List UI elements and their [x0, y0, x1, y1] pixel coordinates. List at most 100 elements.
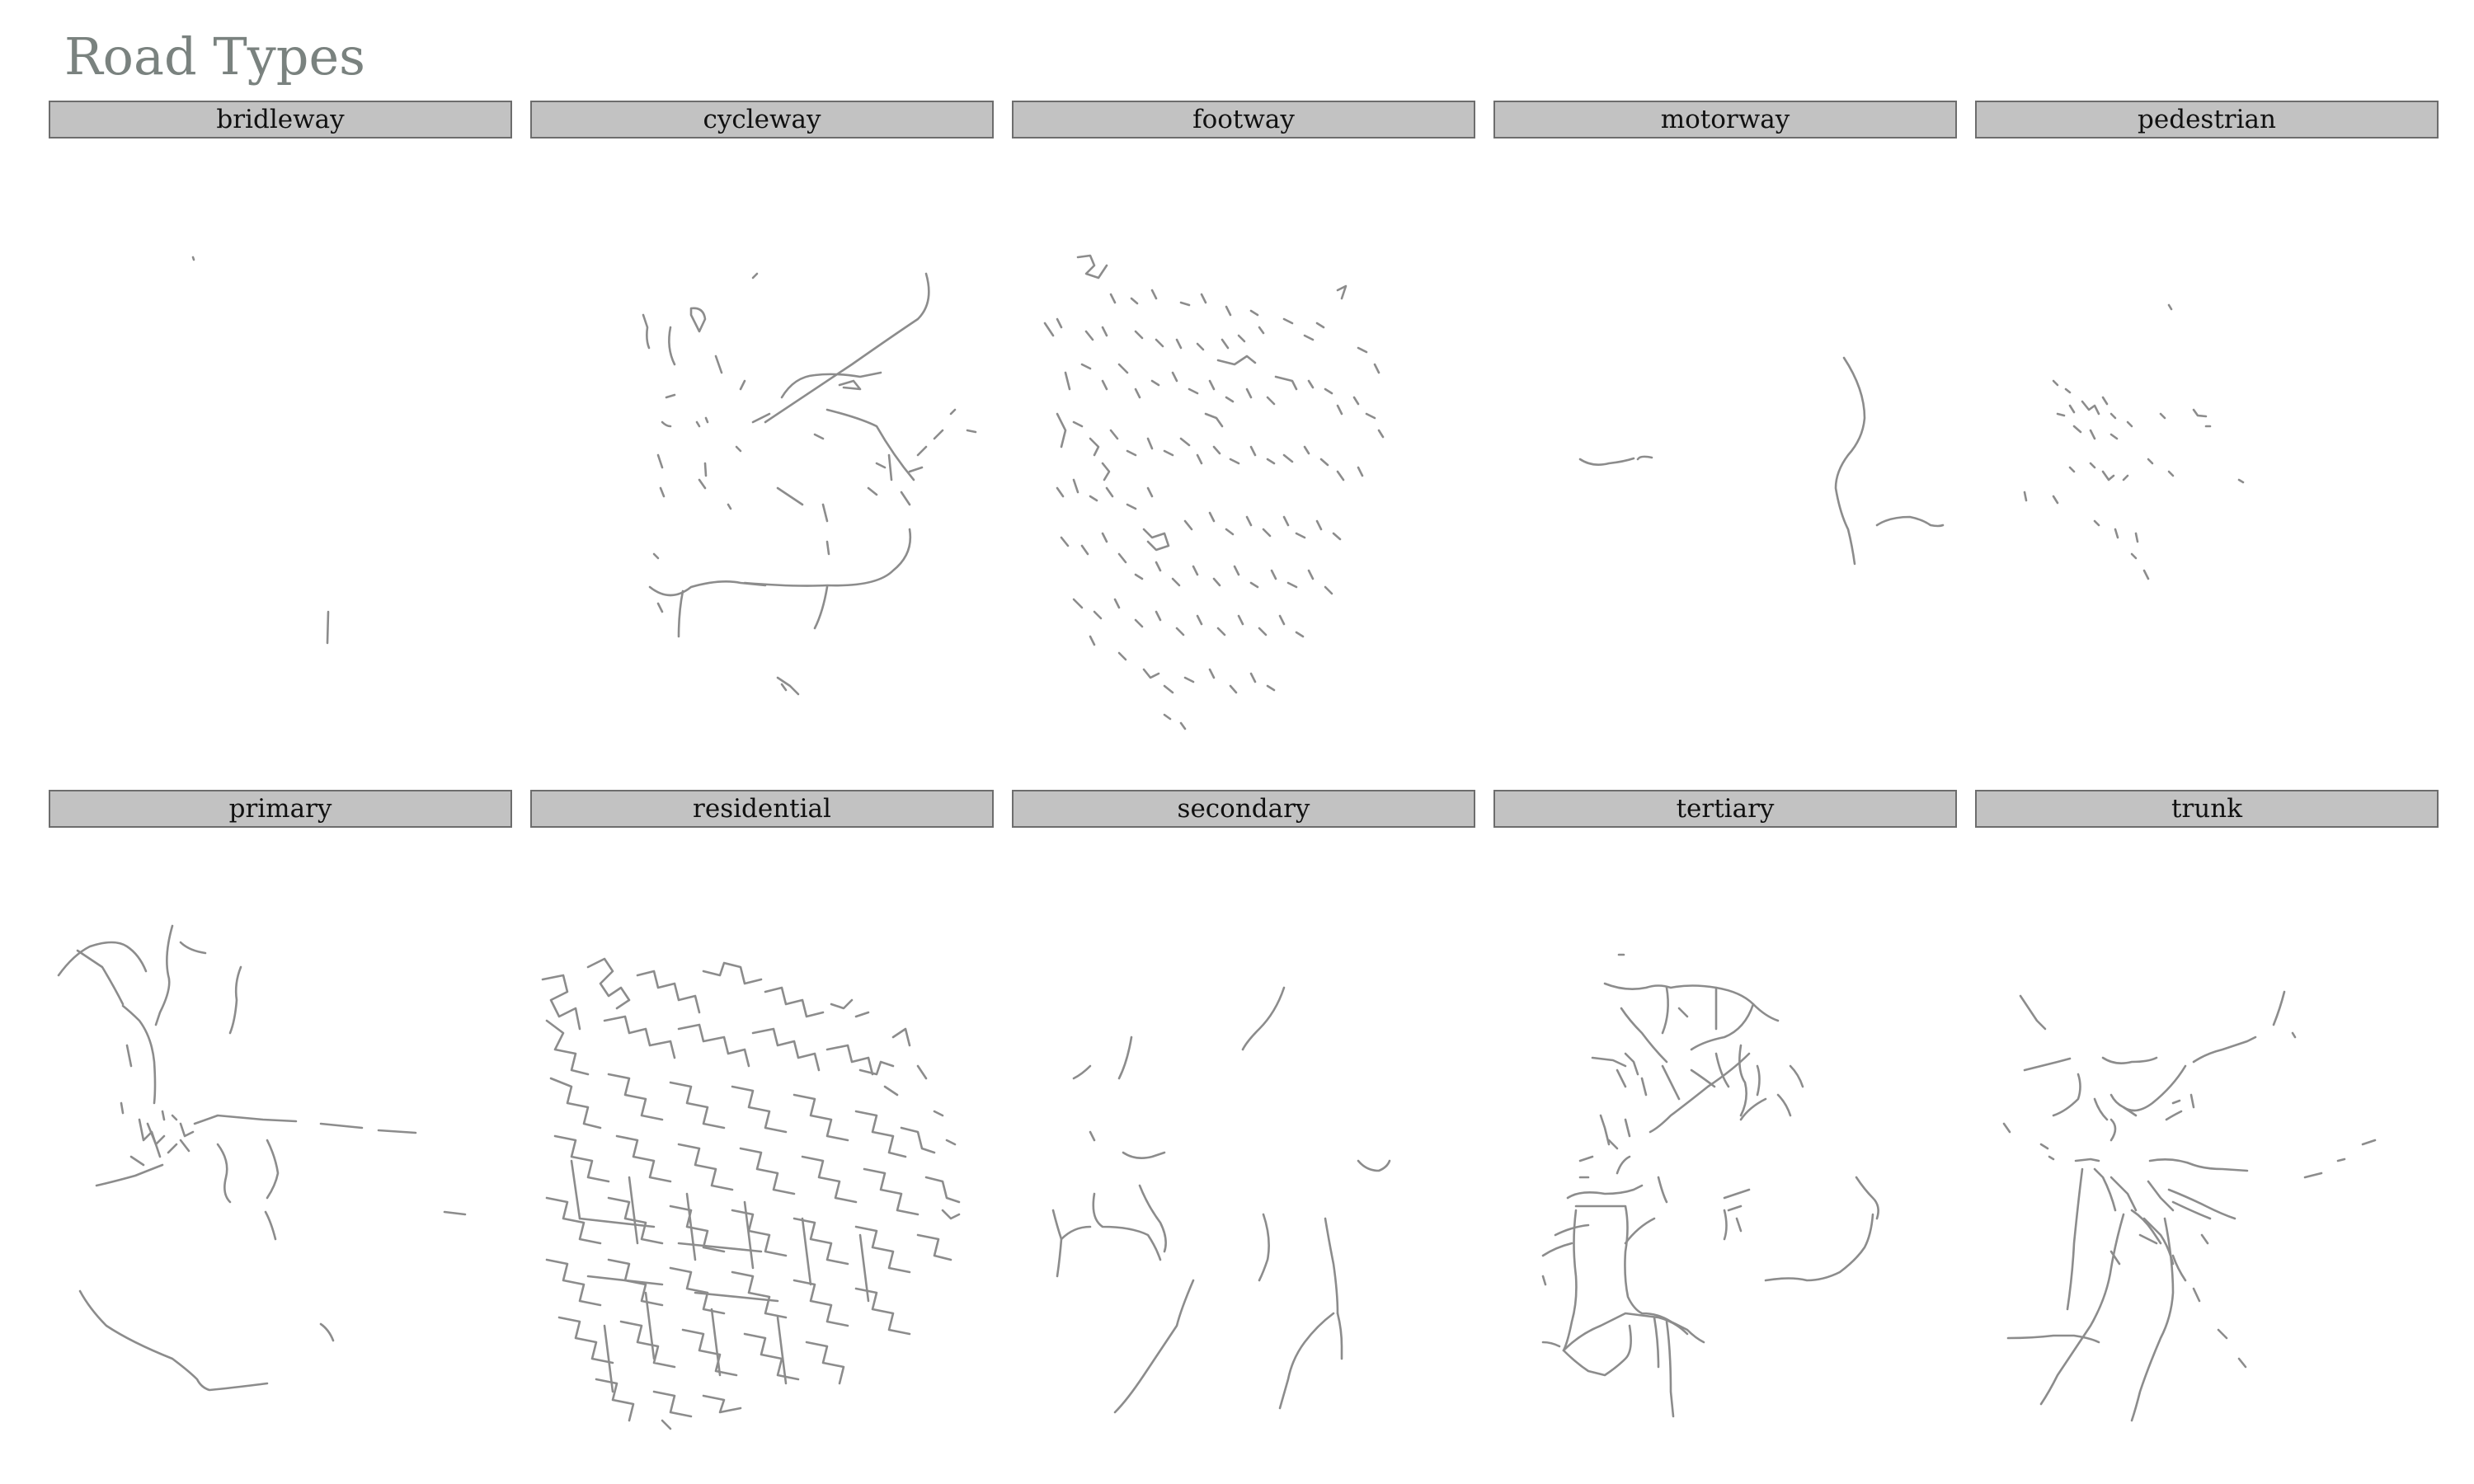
- road-segment: [2237, 478, 2245, 484]
- road-segment: [319, 1322, 335, 1342]
- road-segment: [545, 1019, 590, 1076]
- road-segment: [1336, 284, 1348, 300]
- road-segment: [76, 949, 125, 1006]
- road-segment: [179, 1122, 195, 1138]
- road-segment: [2109, 420, 2133, 440]
- map-panel-footway: [1012, 142, 1477, 752]
- road-segment: [731, 1209, 788, 1257]
- road-segment: [2074, 1158, 2100, 1162]
- road-segment: [553, 1134, 610, 1183]
- road-segment: [1690, 1003, 1755, 1051]
- road-segment: [1789, 1064, 1804, 1088]
- road-segment: [1554, 1223, 1590, 1237]
- road-segment: [2066, 1167, 2084, 1311]
- road-segment: [2101, 1056, 2158, 1064]
- road-segment: [916, 1233, 952, 1261]
- road-segment: [120, 1101, 125, 1115]
- road-segment: [924, 1176, 961, 1204]
- road-segment: [2165, 1110, 2183, 1121]
- road-segment: [1616, 1155, 1631, 1175]
- road-segment: [1591, 1056, 1627, 1068]
- road-segment: [1278, 1312, 1335, 1410]
- road-segment: [2192, 1287, 2201, 1303]
- road-segment: [578, 1217, 779, 1303]
- road-segment: [1196, 614, 1244, 636]
- road-segment: [541, 974, 581, 1031]
- road-segment: [57, 941, 148, 977]
- road-segment: [1661, 1064, 1681, 1101]
- road-segment: [154, 924, 174, 1026]
- road-segment: [2171, 1200, 2212, 1220]
- road-segment: [95, 1163, 164, 1187]
- map-panel-cycleway: [530, 142, 995, 752]
- road-segment: [2114, 528, 2119, 539]
- road-segment: [739, 379, 746, 391]
- road-segment: [1117, 1036, 1133, 1080]
- road-segment: [1056, 478, 1098, 502]
- road-segment: [677, 1143, 734, 1191]
- road-segment: [1233, 565, 1277, 589]
- road-segment: [1175, 338, 1205, 351]
- road-segment: [652, 1390, 693, 1418]
- page-title: Road Types: [64, 26, 365, 87]
- road-segment: [129, 1155, 145, 1167]
- road-segment: [656, 453, 664, 469]
- road-segment: [669, 1081, 726, 1129]
- road-map-pedestrian: [2023, 303, 2245, 580]
- road-segment: [1636, 455, 1653, 461]
- road-segment: [2109, 1176, 2138, 1212]
- road-segment: [780, 371, 882, 399]
- road-segment: [1258, 1213, 1270, 1282]
- road-segment: [2272, 990, 2286, 1026]
- road-segment: [2167, 303, 2173, 311]
- road-segment: [2130, 552, 2138, 560]
- map-panel-pedestrian: [1975, 142, 2440, 752]
- road-segment: [1274, 375, 1315, 391]
- road-segment: [570, 1159, 755, 1270]
- road-segment: [751, 412, 771, 424]
- road-segment: [727, 503, 732, 510]
- road-segment: [2361, 1139, 2377, 1146]
- road-segment: [764, 986, 825, 1018]
- road-segment: [1336, 466, 1364, 481]
- road-segment: [731, 1270, 788, 1319]
- road-segment: [1072, 598, 1121, 620]
- road-segment: [1738, 1044, 1747, 1117]
- road-segment: [1855, 1176, 1879, 1220]
- road-segment: [615, 1134, 672, 1183]
- road-segment: [739, 1147, 796, 1195]
- road-segment: [636, 970, 701, 1014]
- road-segment: [2200, 1233, 2209, 1245]
- road-segment: [668, 326, 676, 366]
- road-segment: [1653, 1316, 1660, 1369]
- road-map-cycleway: [642, 272, 977, 696]
- road-segment: [2068, 466, 2129, 481]
- road-segment: [545, 1196, 602, 1245]
- road-segment: [1245, 515, 1290, 538]
- road-segment: [2039, 1143, 2055, 1161]
- road-segment: [1599, 1114, 1611, 1146]
- road-segment: [1541, 1242, 1573, 1257]
- road-segment: [714, 355, 723, 374]
- road-segment: [1669, 1320, 1705, 1344]
- road-segment: [1241, 986, 1286, 1051]
- road-segment: [619, 1320, 676, 1369]
- facet-strip-label: bridleway: [49, 101, 512, 139]
- map-panel-residential: [530, 831, 995, 1441]
- road-segment: [2147, 1180, 2175, 1212]
- map-panel-bridleway: [49, 142, 514, 752]
- road-map-secondary: [1051, 986, 1391, 1414]
- road-segment: [695, 416, 709, 428]
- road-segment: [1677, 1007, 1689, 1018]
- road-segment: [702, 961, 763, 985]
- road-segment: [1249, 309, 1294, 335]
- road-segment: [863, 1167, 920, 1216]
- road-segment: [1060, 1225, 1092, 1241]
- road-segment: [78, 1289, 269, 1392]
- road-segment: [900, 1126, 936, 1154]
- road-segment: [2189, 1093, 2195, 1109]
- road-segment: [586, 957, 631, 1010]
- road-segment: [216, 1143, 232, 1204]
- road-segment: [793, 1093, 849, 1142]
- road-segment: [1624, 1052, 1639, 1076]
